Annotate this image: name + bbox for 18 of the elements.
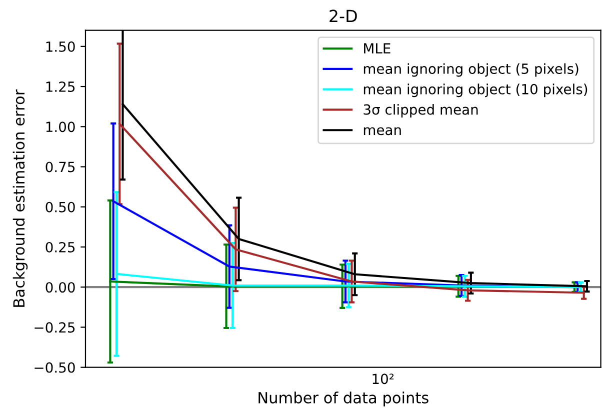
- legend-label: mean ignoring object (5 pixels): [364, 63, 578, 77]
- legend-label: mean ignoring object (10 pixels): [364, 84, 588, 98]
- x-axis-title: Number of data points: [258, 392, 428, 406]
- y-tick-label: −0.50: [34, 362, 75, 373]
- y-axis-title: Background estimation error: [12, 89, 28, 307]
- y-tick-label: 0.25: [46, 242, 75, 252]
- y-tick-label: 1.00: [46, 122, 75, 132]
- y-tick-label: 0.75: [46, 162, 75, 172]
- legend-label: mean: [364, 127, 401, 136]
- y-tick-label: 0.50: [46, 202, 75, 212]
- text: 10²: [372, 374, 394, 384]
- y-tick-label: 0.00: [46, 282, 75, 293]
- y-tick-label: −0.25: [34, 322, 75, 333]
- chart-title: 2-D: [330, 10, 357, 22]
- y-tick-label: 1.25: [46, 81, 75, 92]
- legend-label: 3σ clipped mean: [364, 104, 478, 118]
- legend-label: MLE: [364, 43, 390, 54]
- y-tick-label: 1.50: [46, 41, 75, 52]
